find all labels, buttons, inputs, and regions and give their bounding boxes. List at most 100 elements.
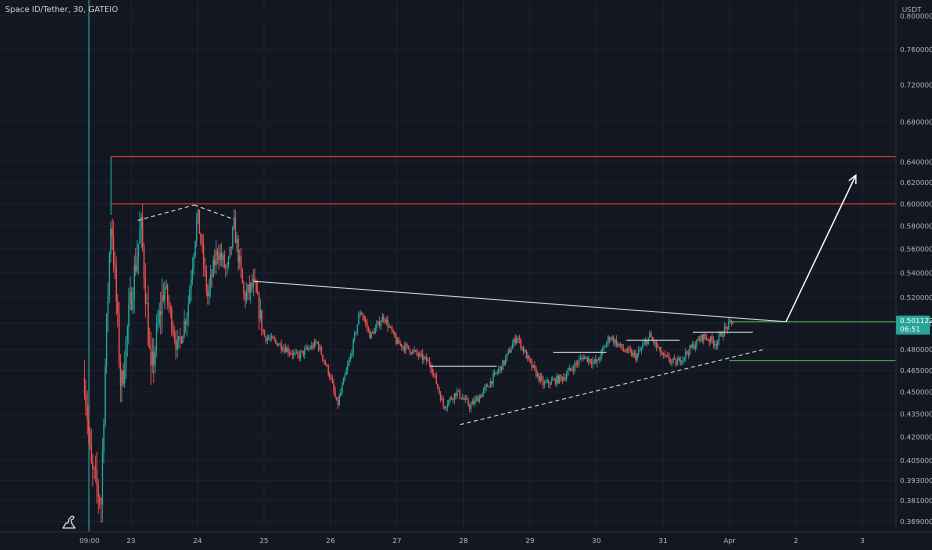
candle-body (635, 353, 637, 360)
candle-body (119, 361, 122, 387)
candle-body (423, 357, 425, 361)
candle-body (714, 343, 716, 345)
candle-body (262, 330, 264, 332)
candle-body (367, 327, 370, 330)
candle-body (534, 365, 536, 369)
candle-body (597, 359, 600, 361)
candle-body (151, 352, 153, 366)
candle-body (568, 367, 570, 371)
candle-body (147, 303, 149, 345)
candle-body (581, 357, 583, 359)
candle-body (589, 358, 591, 363)
candle-body (446, 404, 449, 408)
candle-body (277, 344, 280, 346)
trendline-lower (460, 349, 763, 426)
candle-body (284, 348, 286, 353)
candle-body (360, 312, 363, 315)
candle-body (664, 353, 666, 356)
candle-body (110, 228, 112, 255)
candle-body (112, 237, 115, 264)
candle-body (444, 406, 446, 409)
candle-body (668, 356, 670, 361)
candle-body (266, 338, 268, 341)
y-tick-label: 0.520000 (900, 294, 932, 302)
candle-body (595, 359, 597, 363)
candle-body (133, 264, 135, 300)
current-price-label: 0.501122 (900, 317, 932, 325)
candle-body (287, 348, 289, 353)
candle-body (556, 375, 558, 385)
y-tick-label: 0.420000 (900, 433, 932, 441)
candle-body (588, 358, 590, 362)
candle-body (342, 378, 345, 385)
candle-body (372, 331, 374, 333)
candle-body (130, 291, 133, 310)
candle-body (255, 281, 257, 292)
candle-body (99, 497, 101, 504)
candle-body (142, 216, 144, 247)
candle-body (258, 294, 260, 319)
candle-body (86, 405, 88, 420)
candle-body (467, 399, 469, 406)
candle-body (607, 337, 609, 343)
candle-body (365, 320, 367, 323)
candle-body (194, 241, 196, 256)
candle-body (376, 324, 378, 328)
candle-body (577, 363, 579, 365)
candle-body (656, 342, 658, 348)
trendline-upper (253, 280, 787, 323)
candle-body (493, 372, 496, 375)
candle-body (358, 315, 360, 325)
candle-body (327, 365, 329, 375)
candle-body (676, 360, 679, 366)
candle-body (124, 370, 126, 384)
y-tick-label: 0.720000 (900, 81, 932, 89)
candle-body (680, 361, 683, 364)
candles (83, 203, 734, 524)
candle-body (457, 390, 460, 392)
candle-body (153, 352, 155, 366)
x-tick-label: 28 (459, 537, 468, 545)
candle-body (348, 360, 350, 366)
candle-body (126, 326, 128, 339)
candle-body (728, 321, 730, 330)
candle-body (610, 339, 612, 341)
candle-body (384, 319, 386, 323)
candle-body (606, 342, 608, 347)
candle-body (140, 216, 142, 230)
candle-body (196, 219, 198, 242)
candle-body (392, 331, 394, 333)
candle-body (409, 349, 411, 353)
candle-body (698, 339, 701, 341)
candle-body (484, 387, 486, 390)
candle-body (387, 319, 389, 328)
candle-body (223, 254, 225, 267)
candle-body (495, 372, 497, 374)
candle-body (401, 344, 403, 348)
candle-body (232, 227, 234, 248)
candle-body (334, 390, 336, 398)
candle-body (322, 354, 324, 360)
candle-body (583, 357, 586, 360)
candle-body (445, 407, 447, 409)
candle-body (632, 352, 634, 357)
candle-body (234, 217, 237, 244)
y-tick-label: 0.369000 (900, 518, 932, 526)
tradingview-dino-icon[interactable] (60, 511, 80, 531)
x-tick-label: 3 (860, 537, 864, 545)
candle-body (250, 283, 252, 293)
candle-body (708, 339, 710, 342)
symbol-title: Space ID/Tether, 30, GATEIO (5, 5, 119, 14)
y-tick-label: 0.760000 (900, 46, 932, 54)
candle-body (541, 376, 543, 379)
candle-body (582, 357, 584, 360)
candle-body (468, 405, 471, 409)
candle-body (719, 332, 721, 335)
candle-body (448, 400, 450, 405)
candle-body (543, 382, 546, 386)
candle-body (593, 359, 595, 362)
candle-body (394, 331, 396, 338)
candle-body (693, 344, 695, 349)
candle-body (707, 339, 709, 341)
